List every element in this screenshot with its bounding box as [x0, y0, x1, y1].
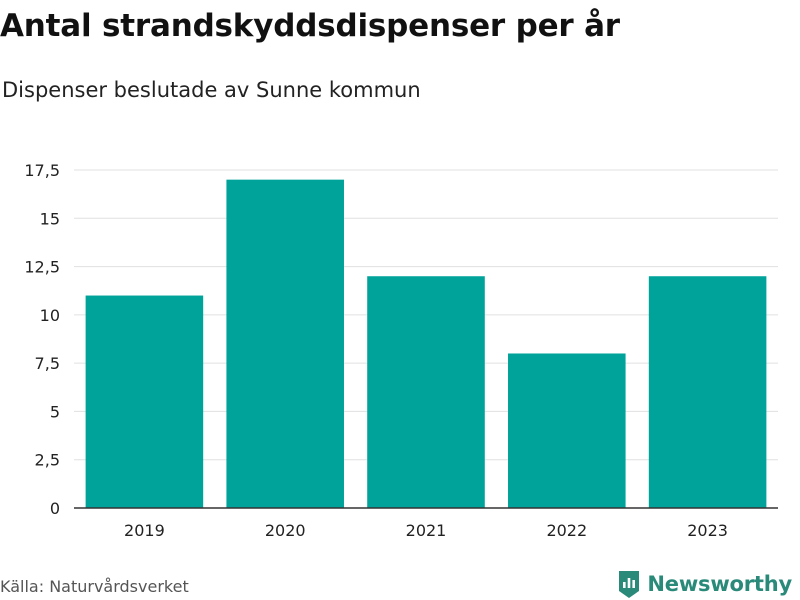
- bar: [226, 179, 344, 508]
- bar: [508, 353, 626, 508]
- y-tick-label: 5: [50, 402, 60, 421]
- chart-subtitle: Dispenser beslutade av Sunne kommun: [2, 78, 421, 102]
- y-tick-label: 2,5: [35, 451, 60, 470]
- brand-name: Newsworthy: [647, 572, 792, 596]
- bar: [648, 276, 767, 508]
- brand-logo: Newsworthy: [617, 569, 792, 599]
- x-tick-label: 2020: [265, 521, 306, 540]
- newsworthy-logo-icon: [619, 571, 640, 598]
- y-tick-label: 0: [50, 499, 60, 518]
- x-tick-label: 2019: [124, 521, 165, 540]
- x-tick-label: 2021: [406, 521, 447, 540]
- y-tick-label: 12,5: [24, 258, 60, 277]
- bar: [367, 276, 485, 508]
- source-note: Källa: Naturvårdsverket: [0, 577, 189, 596]
- y-tick-label: 15: [40, 209, 60, 228]
- x-tick-label: 2022: [546, 521, 587, 540]
- chart-title: Antal strandskyddsdispenser per år: [0, 8, 620, 44]
- y-tick-label: 17,5: [24, 161, 60, 180]
- x-tick-label: 2023: [687, 521, 728, 540]
- y-tick-label: 10: [40, 306, 60, 325]
- y-tick-label: 7,5: [35, 354, 60, 373]
- bar: [85, 295, 204, 508]
